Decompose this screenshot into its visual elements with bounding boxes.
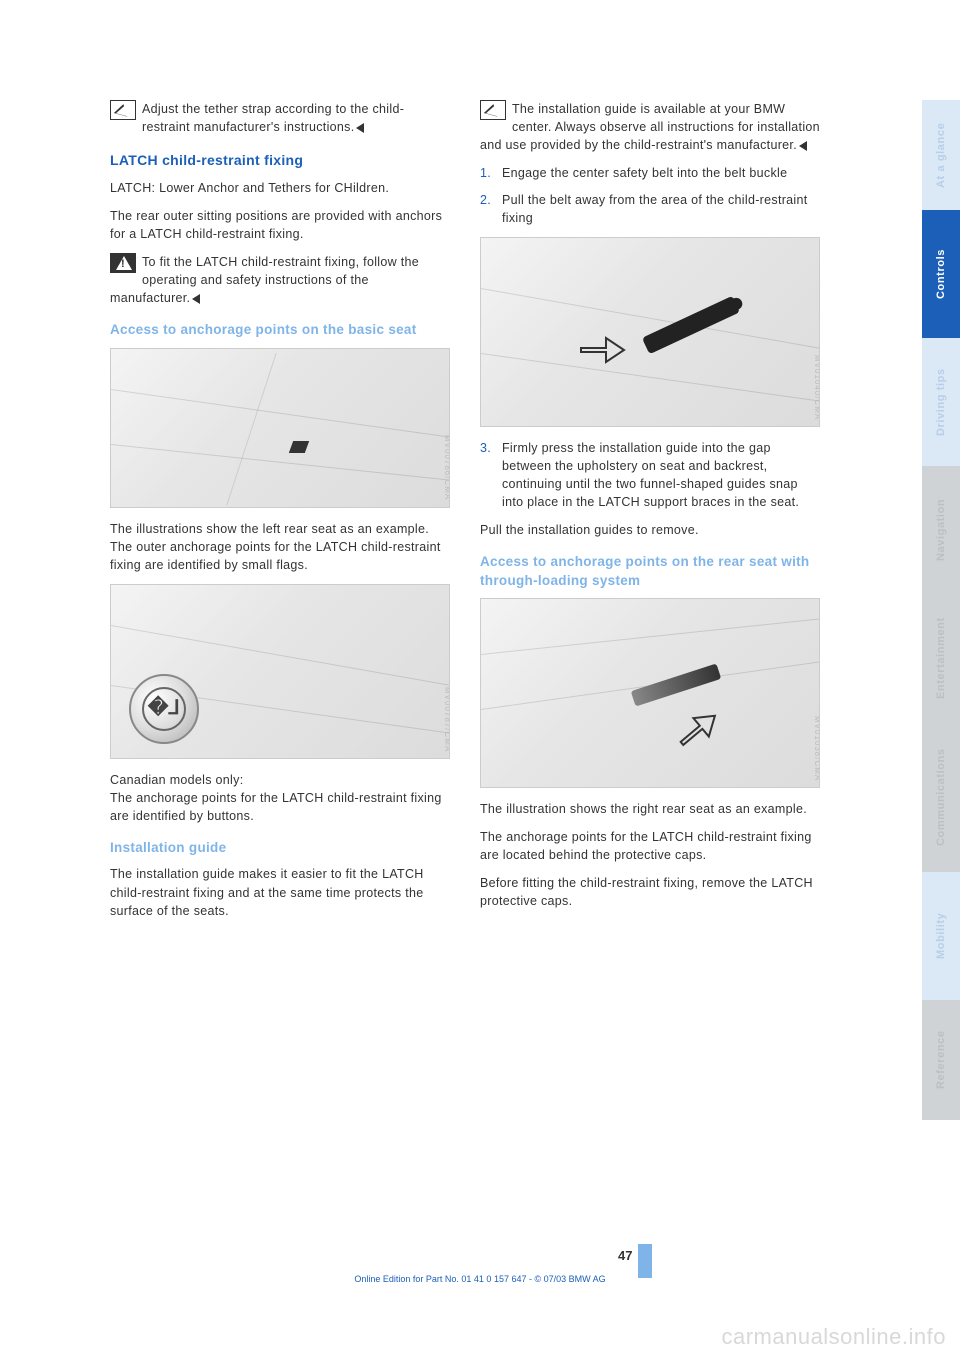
warning-latch-text: To fit the LATCH child-restraint fixing,… [110, 255, 419, 305]
figure-code: MV00787/CMA [441, 687, 450, 752]
end-marker-icon [356, 123, 364, 133]
step-number: 2. [480, 191, 502, 227]
install-guide-text: The installation guide makes it easier t… [110, 865, 450, 919]
page-number: 47 [618, 1248, 632, 1263]
heading-install-guide: Installation guide [110, 839, 450, 857]
section-tab[interactable]: Controls [922, 210, 960, 338]
step-text: Pull the belt away from the area of the … [502, 191, 820, 227]
tip-icon [480, 100, 506, 120]
step-3: 3.Firmly press the installation guide in… [480, 439, 820, 512]
tip-bmw-center: The installation guide is available at y… [480, 100, 820, 154]
list-item: 2.Pull the belt away from the area of th… [480, 191, 820, 227]
tip-tether-text: Adjust the tether strap according to the… [142, 102, 404, 134]
list-item: 3.Firmly press the installation guide in… [480, 439, 820, 512]
pull-guides: Pull the installation guides to remove. [480, 521, 820, 539]
step-number: 1. [480, 164, 502, 182]
step-text: Engage the center safety belt into the b… [502, 164, 787, 182]
illustration-note: The illustrations show the left rear sea… [110, 520, 450, 574]
tip-icon [110, 100, 136, 120]
illustration-right-note: The illustration shows the right rear se… [480, 800, 820, 818]
step-text: Firmly press the installation guide into… [502, 439, 820, 512]
figure-install-guide: MV01040/CMA [480, 237, 820, 427]
section-tab[interactable]: Driving tips [922, 338, 960, 466]
warning-latch: To fit the LATCH child-restraint fixing,… [110, 253, 450, 307]
section-tabs: At a glanceControlsDriving tipsNavigatio… [922, 100, 960, 1120]
latch-positions: The rear outer sitting positions are pro… [110, 207, 450, 243]
latch-definition: LATCH: Lower Anchor and Tethers for CHil… [110, 179, 450, 197]
warning-icon [110, 253, 136, 273]
figure-basic-seat: MV00786/CMA [110, 348, 450, 508]
section-tab[interactable]: Entertainment [922, 594, 960, 722]
watermark: carmanualsonline.info [721, 1324, 946, 1350]
section-tab[interactable]: Mobility [922, 872, 960, 1000]
left-column: Adjust the tether strap according to the… [110, 100, 450, 930]
canadian-note: Canadian models only: The anchorage poin… [110, 771, 450, 825]
section-tab[interactable]: At a glance [922, 100, 960, 210]
page-number-bar [638, 1244, 652, 1278]
page-content: Adjust the tether strap according to the… [110, 100, 850, 930]
figure-through-loading: MV01038/CMA [480, 598, 820, 788]
end-marker-icon [192, 294, 200, 304]
steps-1-2: 1.Engage the center safety belt into the… [480, 164, 820, 226]
figure-code: MV01038/CMA [811, 716, 820, 781]
end-marker-icon [799, 141, 807, 151]
section-tab[interactable]: Reference [922, 1000, 960, 1120]
footer-text: Online Edition for Part No. 01 41 0 157 … [0, 1274, 960, 1284]
tip-tether: Adjust the tether strap according to the… [110, 100, 450, 136]
list-item: 1.Engage the center safety belt into the… [480, 164, 820, 182]
caps-note: The anchorage points for the LATCH child… [480, 828, 820, 864]
section-tab[interactable]: Communications [922, 722, 960, 872]
figure-code: MV00786/CMA [441, 435, 450, 500]
heading-access-through: Access to anchorage points on the rear s… [480, 553, 820, 589]
step-number: 3. [480, 439, 502, 512]
right-column: The installation guide is available at y… [480, 100, 820, 930]
figure-code: MV01040/CMA [811, 355, 820, 420]
figure-canadian: �⅃ MV00787/CMA [110, 584, 450, 759]
heading-latch: LATCH child-restraint fixing [110, 150, 450, 170]
before-fitting: Before fitting the child-restraint fixin… [480, 874, 820, 910]
heading-access-basic: Access to anchorage points on the basic … [110, 321, 450, 339]
section-tab[interactable]: Navigation [922, 466, 960, 594]
tip-bmw-center-text: The installation guide is available at y… [480, 102, 820, 152]
